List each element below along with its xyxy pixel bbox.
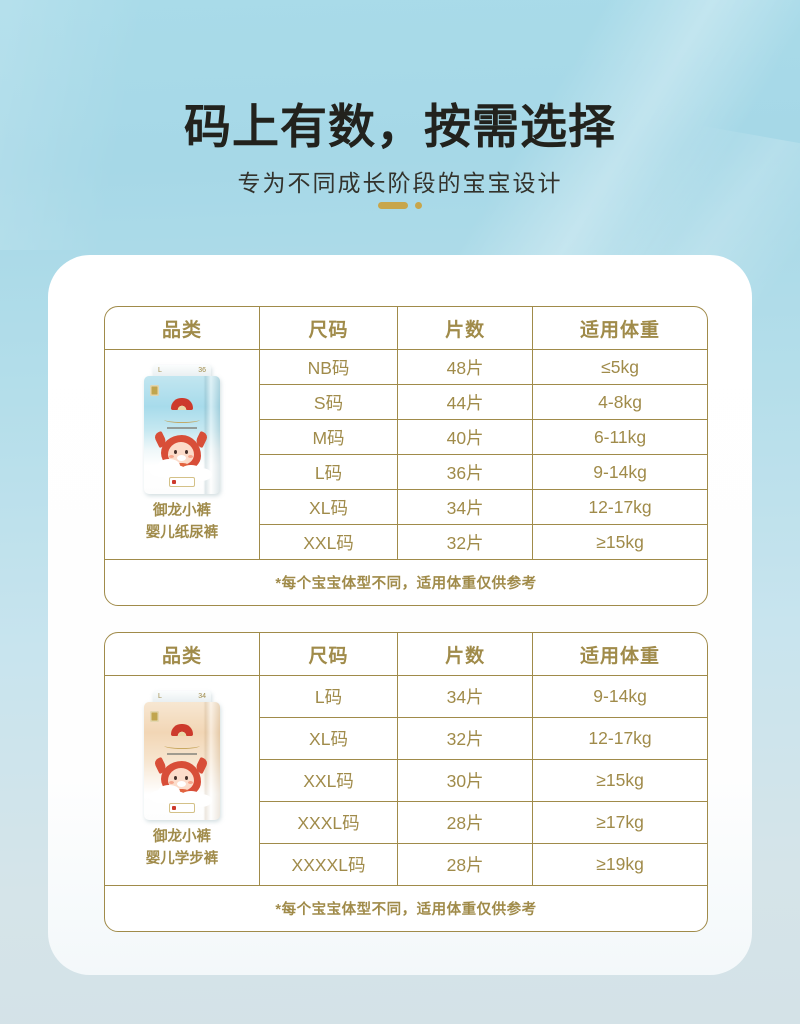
table-row: L 36 [105, 349, 707, 560]
column-header-weight: 适用体重 [532, 307, 707, 350]
script-text-decoration [163, 416, 200, 423]
table-row: XXXXL码 28片 ≥19kg [105, 843, 707, 886]
content-panel: 品类 尺码 片数 适用体重 L 36 [48, 255, 752, 975]
column-header-size: 尺码 [258, 307, 399, 350]
table-header-row: 品类 尺码 片数 适用体重 [105, 307, 707, 350]
count-value: 34片 [397, 675, 534, 718]
script-text-decoration [163, 742, 200, 749]
count-value: 40片 [397, 419, 534, 455]
weight-value: ≤5kg [532, 349, 707, 385]
product-name-line1: 御龙小裤 [152, 828, 211, 845]
weight-value: ≥19kg [532, 843, 707, 886]
column-header-weight: 适用体重 [532, 633, 707, 676]
gold-badge-icon [149, 384, 159, 396]
size-value: XXL码 [258, 524, 399, 560]
table-row: XL码 34片 12-17kg [105, 489, 707, 525]
table-note-row: *每个宝宝体型不同，适用体重仅供参考 [105, 559, 707, 605]
column-header-size: 尺码 [258, 633, 399, 676]
weight-value: 4-8kg [532, 384, 707, 420]
size-table-training-pants: 品类 尺码 片数 适用体重 L 34 [104, 632, 708, 932]
count-value: 28片 [397, 801, 534, 844]
red-brand-logo-icon [170, 723, 193, 736]
weight-value: 9-14kg [532, 454, 707, 490]
size-value: XXXL码 [258, 801, 399, 844]
column-header-category: 品类 [105, 633, 260, 676]
weight-value: 12-17kg [532, 717, 707, 760]
table-row: XXL码 30片 ≥15kg [105, 759, 707, 802]
divider-dot-icon [415, 202, 422, 209]
size-value: XXXXL码 [258, 843, 399, 886]
count-value: 28片 [397, 843, 534, 886]
size-table-diaper: 品类 尺码 片数 适用体重 L 36 [104, 306, 708, 606]
table-note: *每个宝宝体型不同，适用体重仅供参考 [105, 559, 707, 605]
package-count-tag: 34 [198, 692, 206, 700]
weight-value: 12-17kg [532, 489, 707, 525]
table-row: L 34 [105, 675, 707, 886]
table-note: *每个宝宝体型不同，适用体重仅供参考 [105, 885, 707, 931]
size-value: M码 [258, 419, 399, 455]
weight-value: 9-14kg [532, 675, 707, 718]
package-size-chip [168, 802, 195, 813]
gold-badge-icon [149, 710, 159, 722]
count-value: 32片 [397, 524, 534, 560]
page-title: 码上有数，按需选择 [184, 100, 616, 153]
size-value: XXL码 [258, 759, 399, 802]
size-value: S码 [258, 384, 399, 420]
cloud-icon [149, 789, 172, 803]
package-front [143, 375, 220, 494]
size-value: XL码 [258, 717, 399, 760]
count-value: 30片 [397, 759, 534, 802]
dragon-mascot-illustration [159, 758, 203, 800]
size-value: NB码 [258, 349, 399, 385]
gold-divider [0, 202, 800, 209]
table-row: M码 40片 6-11kg [105, 419, 707, 455]
training-pants-package-image: L 34 [143, 690, 220, 820]
package-text-line [166, 426, 197, 429]
table-note-row: *每个宝宝体型不同，适用体重仅供参考 [105, 885, 707, 931]
table-header-row: 品类 尺码 片数 适用体重 [105, 633, 707, 676]
product-cell: L 36 [105, 349, 260, 560]
divider-dash-icon [378, 202, 408, 209]
page-subtitle: 专为不同成长阶段的宝宝设计 [237, 170, 563, 196]
diaper-package-image: L 36 [143, 364, 220, 494]
product-name-line2: 婴儿学步裤 [145, 850, 219, 867]
count-value: 44片 [397, 384, 534, 420]
column-header-count: 片数 [397, 633, 534, 676]
size-value: XL码 [258, 489, 399, 525]
count-value: 48片 [397, 349, 534, 385]
table-row: XL码 32片 12-17kg [105, 717, 707, 760]
package-size-chip [168, 476, 195, 487]
package-size-tag: L [157, 692, 162, 700]
table-row: XXL码 32片 ≥15kg [105, 524, 707, 560]
table-row: S码 44片 4-8kg [105, 384, 707, 420]
size-value: L码 [258, 454, 399, 490]
column-header-count: 片数 [397, 307, 534, 350]
package-text-line [166, 752, 197, 755]
product-name-line1: 御龙小裤 [152, 502, 211, 519]
product-name-line2: 婴儿纸尿裤 [145, 524, 219, 541]
package-front [143, 701, 220, 820]
size-value: L码 [258, 675, 399, 718]
count-value: 32片 [397, 717, 534, 760]
product-name: 御龙小裤 婴儿纸尿裤 [107, 501, 257, 545]
red-brand-logo-icon [170, 397, 193, 410]
product-cell: L 34 [105, 675, 260, 886]
package-handle: L 34 [152, 690, 211, 702]
weight-value: ≥15kg [532, 524, 707, 560]
count-value: 36片 [397, 454, 534, 490]
product-name: 御龙小裤 婴儿学步裤 [107, 827, 257, 871]
package-handle: L 36 [152, 364, 211, 376]
count-value: 34片 [397, 489, 534, 525]
column-header-category: 品类 [105, 307, 260, 350]
weight-value: ≥15kg [532, 759, 707, 802]
weight-value: ≥17kg [532, 801, 707, 844]
table-row: L码 36片 9-14kg [105, 454, 707, 490]
cloud-icon [149, 463, 172, 477]
weight-value: 6-11kg [532, 419, 707, 455]
package-count-tag: 36 [198, 366, 206, 374]
package-size-tag: L [157, 366, 162, 374]
